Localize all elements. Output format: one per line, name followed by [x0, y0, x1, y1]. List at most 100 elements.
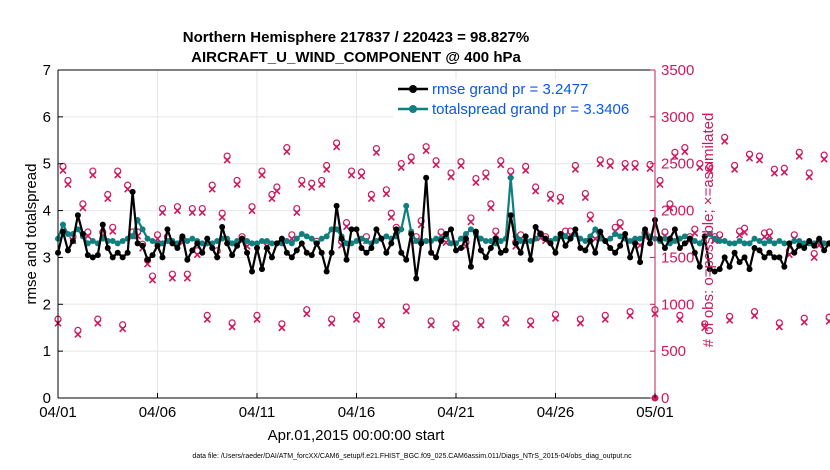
y-left-tick-label: 2: [43, 296, 51, 313]
rmse-point: [258, 266, 265, 273]
obs-point: [447, 169, 455, 181]
obs-assimilated-marker: [402, 307, 410, 315]
totalspread-point: [796, 238, 803, 245]
totalspread-point: [109, 238, 116, 245]
totalspread-point: [487, 238, 494, 245]
rmse-point: [99, 221, 106, 228]
rmse-point: [84, 252, 91, 259]
obs-point: [148, 272, 157, 284]
obs-assimilated-marker: [114, 171, 122, 179]
obs-point: [347, 167, 356, 179]
rmse-point: [169, 240, 176, 247]
legend: rmse grand pr = 3.2477 totalspread grand…: [393, 79, 647, 119]
obs-point: [601, 311, 609, 323]
obs-point: [422, 143, 430, 155]
obs-assimilated-marker: [726, 316, 734, 324]
x-axis-label: Apr.01,2015 00:00:00 start: [268, 427, 446, 444]
totalspread-point: [323, 233, 330, 240]
obs-assimilated-marker: [810, 253, 818, 262]
obs-point: [89, 167, 97, 179]
rmse-point: [403, 256, 410, 263]
rmse-point: [268, 254, 275, 261]
rmse-point: [666, 235, 673, 242]
rmse-point: [562, 242, 569, 249]
obs-point: [427, 317, 435, 329]
rmse-point: [199, 249, 206, 256]
obs-assimilated-marker: [497, 161, 505, 169]
totalspread-point: [771, 240, 778, 247]
obs-point: [656, 176, 664, 189]
obs-point: [268, 190, 276, 203]
obs-assimilated-marker: [94, 319, 102, 327]
obs-assimilated-marker: [124, 185, 132, 193]
legend-spread-label: totalspread grand pr = 3.3406: [432, 101, 629, 118]
obs-assimilated-marker: [691, 229, 699, 237]
legend-spread-marker: [409, 105, 417, 113]
totalspread-point: [199, 240, 206, 247]
obs-point: [765, 228, 774, 240]
totalspread-point: [731, 240, 738, 247]
obs-point: [109, 223, 117, 235]
rmse-point: [522, 233, 529, 240]
obs-assimilated-marker: [825, 317, 830, 325]
obs-point: [780, 164, 788, 176]
totalspread-point: [298, 231, 305, 237]
obs-assimilated-marker: [586, 215, 594, 223]
totalspread-point: [627, 238, 634, 245]
y-right-tick-label: 2500: [661, 156, 694, 173]
obs-point: [79, 200, 87, 212]
rmse-point: [104, 245, 111, 252]
obs-point: [233, 176, 241, 189]
totalspread-point: [477, 235, 484, 242]
rmse-point: [801, 245, 808, 252]
obs-assimilated-marker: [308, 183, 316, 191]
obs-point: [457, 158, 465, 170]
y-axis-left-label: rmse and totalspread: [23, 164, 40, 305]
rmse-point: [731, 249, 738, 256]
totalspread-point: [423, 238, 430, 245]
obs-point: [223, 152, 231, 164]
y-left-tick-label: 0: [43, 390, 51, 407]
obs-point: [546, 190, 555, 203]
obs-assimilated-marker: [119, 325, 127, 333]
obs-point: [228, 319, 236, 331]
obs-assimilated-marker: [352, 315, 361, 323]
totalspread-point: [448, 240, 455, 247]
totalspread-point: [632, 235, 639, 242]
totalspread-point: [258, 238, 265, 245]
obs-assimilated-marker: [203, 315, 211, 323]
obs-point: [308, 179, 316, 191]
obs-assimilated-marker: [800, 318, 808, 326]
totalspread-point: [462, 231, 469, 237]
rmse-point: [716, 266, 723, 273]
rmse-point: [552, 249, 559, 256]
y-right-tick-label: 1500: [661, 249, 694, 266]
obs-assimilated-marker: [357, 172, 366, 180]
rmse-point: [358, 245, 365, 252]
rmse-point: [179, 233, 186, 240]
legend-box: [393, 79, 647, 119]
totalspread-point: [139, 226, 146, 233]
obs-assimilated-marker: [770, 169, 778, 177]
obs-assimilated-marker: [427, 321, 435, 329]
y-left-tick-label: 3: [43, 249, 51, 266]
totalspread-point: [263, 238, 270, 245]
obs-assimilated-marker: [551, 314, 560, 323]
rmse-point: [353, 226, 360, 233]
rmse-point: [288, 254, 295, 261]
rmse-point: [766, 249, 773, 256]
rmse-point: [318, 249, 325, 256]
obs-assimilated-marker: [487, 204, 495, 212]
obs-assimilated-marker: [631, 164, 639, 172]
obs-point: [666, 200, 674, 212]
y-right-tick-label: 3000: [661, 109, 694, 126]
rmse-point: [721, 254, 728, 261]
totalspread-point: [517, 238, 524, 245]
obs-point: [531, 183, 540, 195]
totalspread-point: [283, 238, 290, 245]
totalspread-point: [781, 240, 788, 247]
y-right-tick-label: 500: [661, 343, 686, 360]
rmse-point: [423, 174, 430, 181]
rmse-point: [219, 223, 226, 230]
obs-point: [273, 183, 281, 195]
